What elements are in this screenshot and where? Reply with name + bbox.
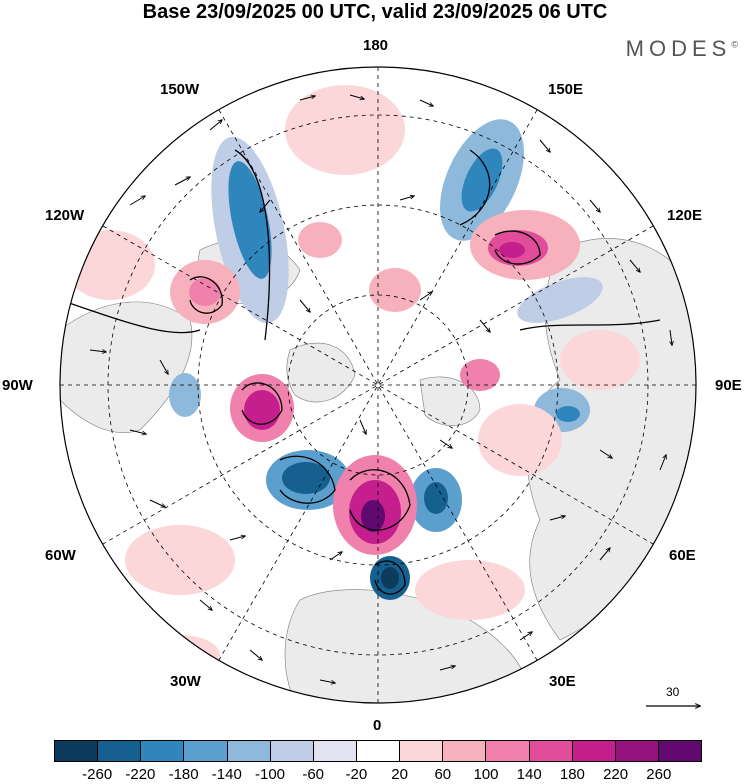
colorbar-segment bbox=[442, 741, 486, 761]
lon-label-150e: 150E bbox=[548, 81, 584, 98]
lon-label-90e: 90E bbox=[715, 377, 742, 394]
lon-label-120w: 120W bbox=[45, 207, 85, 224]
colorbar-ticks: -260 -220 -180 -140 -100 -60 -20 20 60 100 140 180 2… bbox=[0, 766, 750, 784]
colorbar-tick-label: -140 bbox=[211, 766, 242, 783]
colorbar-tick-label: -60 bbox=[302, 766, 325, 783]
colorbar bbox=[54, 740, 702, 762]
colorbar-segment bbox=[571, 741, 615, 761]
brand-mark: © bbox=[731, 39, 738, 50]
colorbar-segment bbox=[183, 741, 227, 761]
colorbar-segment bbox=[269, 741, 313, 761]
lon-label-90w: 90W bbox=[2, 377, 33, 394]
colorbar-tick-label: -260 bbox=[82, 766, 113, 783]
colorbar-segment bbox=[528, 741, 572, 761]
reference-vector-label: 30 bbox=[666, 685, 680, 699]
colorbar-segment bbox=[55, 741, 98, 761]
colorbar-tick-label: -20 bbox=[345, 766, 368, 783]
colorbar-segment bbox=[312, 741, 356, 761]
colorbar-segment bbox=[485, 741, 529, 761]
map-border bbox=[59, 66, 697, 704]
colorbar-tick-label: 180 bbox=[559, 766, 585, 783]
colorbar-tick-label: -220 bbox=[125, 766, 156, 783]
lon-label-30w: 30W bbox=[170, 673, 201, 690]
colorbar-tick-label: -180 bbox=[168, 766, 199, 783]
colorbar-tick-label: 100 bbox=[473, 766, 499, 783]
lon-label-180: 180 bbox=[363, 37, 389, 54]
colorbar-segment bbox=[140, 741, 184, 761]
lon-label-60e: 60E bbox=[669, 547, 696, 564]
colorbar-tick-label: 260 bbox=[646, 766, 672, 783]
brand-name: MODES bbox=[625, 36, 732, 61]
wind-vectors bbox=[89, 94, 672, 683]
lon-label-0: 0 bbox=[373, 717, 382, 734]
colorbar-segment bbox=[657, 741, 702, 761]
map-layers bbox=[60, 67, 696, 703]
colorbar-tick-label: -100 bbox=[254, 766, 286, 783]
anomaly-shading bbox=[65, 85, 640, 675]
modes-logo: MODES© bbox=[626, 36, 738, 62]
colorbar-segment bbox=[399, 741, 443, 761]
map-title: Base 23/09/2025 00 UTC, valid 23/09/2025… bbox=[142, 1, 608, 23]
colorbar-tick-label: 220 bbox=[603, 766, 629, 783]
colorbar-segment bbox=[614, 741, 658, 761]
colorbar-tick-label: 140 bbox=[516, 766, 542, 783]
colorbar-segment bbox=[355, 741, 400, 761]
lon-label-60w: 60W bbox=[45, 547, 76, 564]
graticule bbox=[60, 67, 696, 703]
polar-map bbox=[59, 66, 750, 740]
lon-label-150w: 150W bbox=[160, 81, 200, 98]
colorbar-segment bbox=[97, 741, 141, 761]
colorbar-segment bbox=[226, 741, 270, 761]
lon-label-30e: 30E bbox=[549, 673, 576, 690]
geopotential-contours bbox=[60, 149, 661, 595]
lon-label-120e: 120E bbox=[667, 207, 703, 224]
colorbar-tick-label: 20 bbox=[391, 766, 408, 783]
colorbar-tick-label: 60 bbox=[434, 766, 452, 783]
